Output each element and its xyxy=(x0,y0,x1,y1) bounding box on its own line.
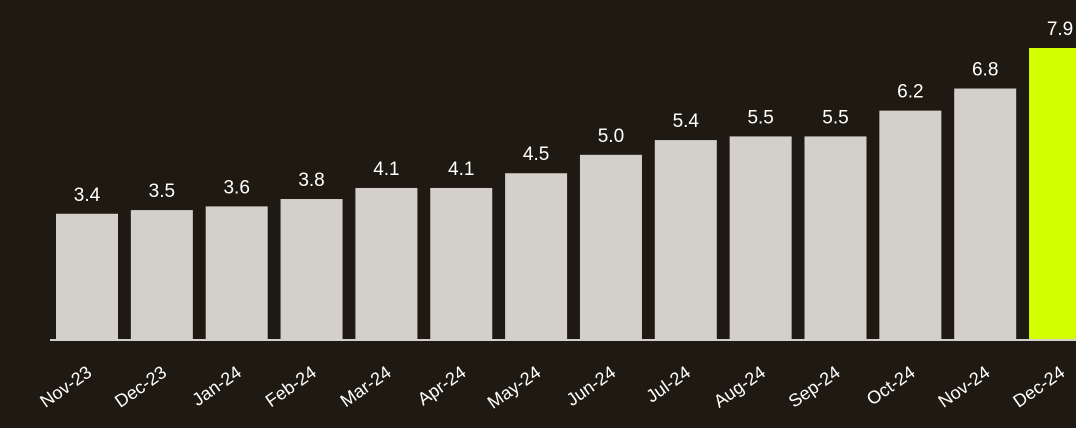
bar-jul-24 xyxy=(654,140,717,339)
bar-value-label: 4.1 xyxy=(373,159,399,180)
bar-value-label: 4.1 xyxy=(448,159,474,180)
bar-feb-24 xyxy=(280,199,343,339)
bar-jan-24 xyxy=(205,206,268,339)
bar-value-label: 6.8 xyxy=(972,60,998,81)
bar-value-label: 6.2 xyxy=(897,82,923,103)
bar-value-label: 4.5 xyxy=(523,144,549,165)
bar-value-label: 3.8 xyxy=(298,170,324,191)
bar-mar-24 xyxy=(355,187,418,339)
bar-jun-24 xyxy=(579,154,642,339)
bar-apr-24 xyxy=(430,187,493,339)
bar-dec-23 xyxy=(130,210,193,339)
bar-value-label: 5.5 xyxy=(822,107,848,128)
bar-may-24 xyxy=(505,173,568,339)
bar-nov-23 xyxy=(56,213,118,339)
bar-value-label: 5.4 xyxy=(673,111,700,132)
bar-aug-24 xyxy=(729,136,792,339)
bar-dec-24 xyxy=(1029,48,1076,339)
bars-group xyxy=(56,48,1076,340)
bar-value-label: 3.5 xyxy=(149,181,175,202)
bar-sep-24 xyxy=(804,136,867,339)
bar-value-label: 3.4 xyxy=(74,185,101,206)
bar-oct-24 xyxy=(879,110,942,340)
bar-value-label: 5.0 xyxy=(598,126,624,147)
value-labels-group: 3.4 3.5 3.6 3.8 4.1 4.1 4.5 5.0 5.4 5.5 5.5 6.2 6.8 7… xyxy=(74,19,1073,206)
bar-value-label: 5.5 xyxy=(747,107,773,128)
bar-value-label: 7.9 xyxy=(1047,19,1073,40)
bar-nov-24 xyxy=(954,88,1017,340)
bar-value-label: 3.6 xyxy=(223,177,249,198)
